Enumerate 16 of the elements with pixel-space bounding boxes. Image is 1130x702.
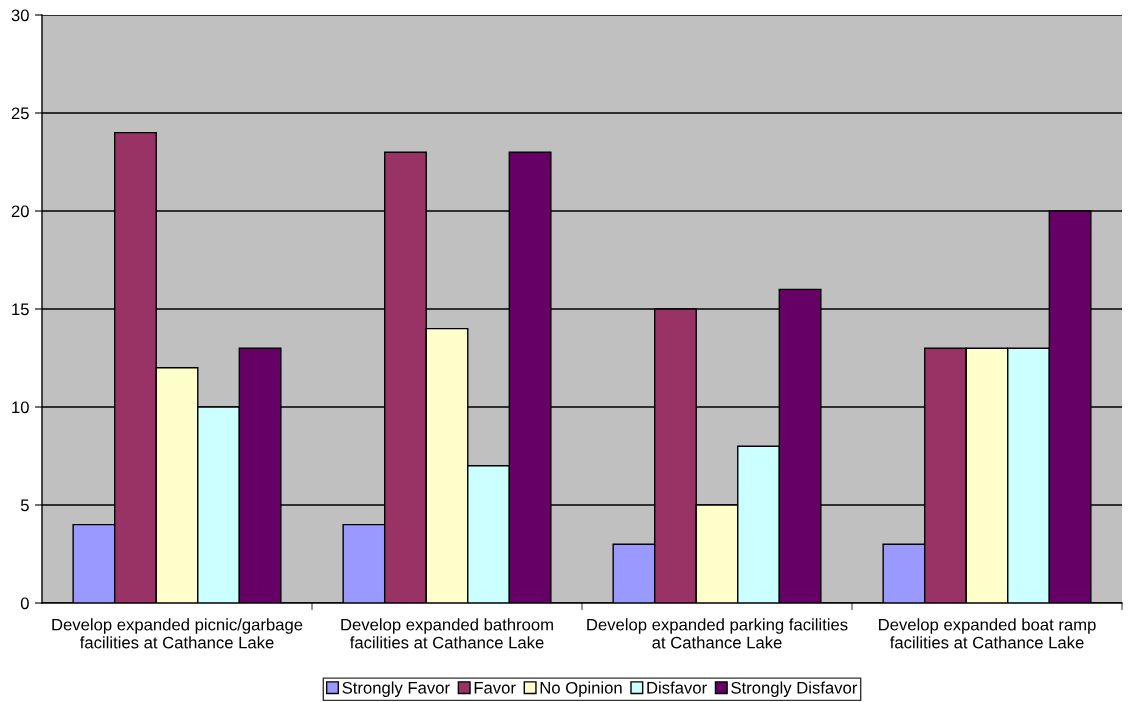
x-tick-label: Develop expanded parking facilities at Cathance Lake — [587, 618, 848, 649]
y-tick-label: 0 — [20, 597, 29, 610]
y-tick-label: 5 — [20, 499, 29, 512]
x-tick-label: Develop expanded bathroom facilities at Cathance Lake — [341, 618, 553, 649]
legend-label: Favor — [474, 682, 516, 694]
legend-label: Disfavor — [647, 681, 707, 694]
y-tick-label: 30 — [11, 9, 29, 22]
y-tick-label: 10 — [12, 401, 29, 414]
legend-label: Strongly Favor — [342, 681, 450, 697]
y-tick-label: 15 — [12, 303, 29, 316]
x-tick-label: Develop expanded boat ramp facilities at Cathance Lake — [879, 618, 1096, 649]
legend-label: Strongly Disfavor — [731, 681, 858, 697]
y-tick-label: 20 — [11, 205, 29, 218]
y-tick-label: 25 — [11, 107, 29, 120]
legend-label: No Opinion — [540, 681, 622, 697]
x-tick-label: Develop expanded picnic/garbage facilities at Cathance Lake — [52, 618, 303, 649]
